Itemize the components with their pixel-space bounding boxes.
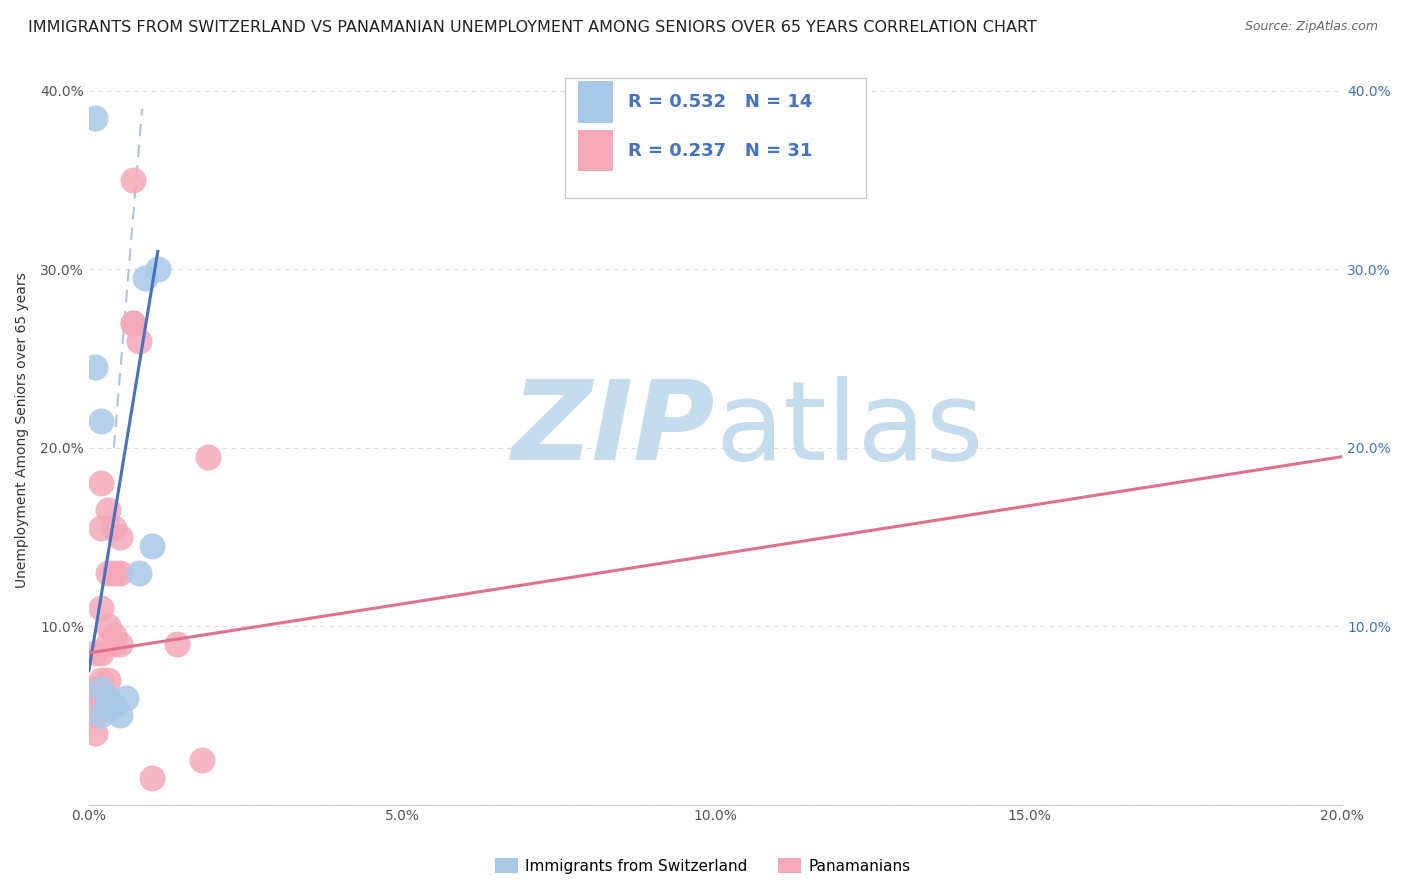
Text: atlas: atlas (716, 376, 984, 483)
Point (103, 521, 125, 535)
Point (108, 530, 131, 544)
FancyBboxPatch shape (578, 81, 613, 122)
Point (90, 690, 112, 705)
Text: R = 0.237   N = 31: R = 0.237 N = 31 (628, 142, 813, 160)
Point (84, 708, 107, 723)
Point (134, 271, 156, 285)
Legend: Immigrants from Switzerland, Panamanians: Immigrants from Switzerland, Panamanians (489, 852, 917, 880)
Point (84, 681, 107, 696)
Point (103, 637, 125, 651)
Point (90, 708, 112, 723)
Point (97, 503, 120, 517)
Point (108, 637, 131, 651)
Point (141, 771, 163, 785)
FancyBboxPatch shape (578, 130, 613, 171)
Point (121, 316, 143, 330)
Point (97, 699, 120, 714)
Point (97, 690, 120, 705)
Point (103, 566, 125, 580)
Point (190, 753, 212, 767)
Text: Source: ZipAtlas.com: Source: ZipAtlas.com (1244, 20, 1378, 33)
Point (121, 316, 143, 330)
Point (103, 699, 125, 714)
Point (166, 637, 188, 651)
Point (121, 173, 143, 187)
Point (97, 566, 120, 580)
Point (108, 566, 131, 580)
FancyBboxPatch shape (565, 78, 866, 197)
Point (128, 334, 150, 348)
Point (197, 450, 219, 464)
Point (90, 673, 112, 687)
Point (90, 521, 112, 535)
Point (90, 681, 112, 696)
Point (97, 619, 120, 633)
Point (97, 637, 120, 651)
Point (90, 476, 112, 491)
Text: R = 0.532   N = 14: R = 0.532 N = 14 (628, 93, 813, 111)
Point (141, 539, 163, 553)
Point (115, 690, 138, 705)
Point (108, 708, 131, 723)
Point (90, 414, 112, 428)
Point (128, 566, 150, 580)
Point (84, 646, 107, 660)
Point (84, 690, 107, 705)
Text: ZIP: ZIP (512, 376, 716, 483)
Point (84, 111, 107, 125)
Point (146, 262, 169, 277)
Point (103, 628, 125, 642)
Point (84, 726, 107, 740)
Text: IMMIGRANTS FROM SWITZERLAND VS PANAMANIAN UNEMPLOYMENT AMONG SENIORS OVER 65 YEA: IMMIGRANTS FROM SWITZERLAND VS PANAMANIA… (28, 20, 1038, 35)
Point (97, 673, 120, 687)
Y-axis label: Unemployment Among Seniors over 65 years: Unemployment Among Seniors over 65 years (15, 272, 30, 588)
Point (90, 646, 112, 660)
Point (90, 601, 112, 615)
Point (84, 360, 107, 375)
